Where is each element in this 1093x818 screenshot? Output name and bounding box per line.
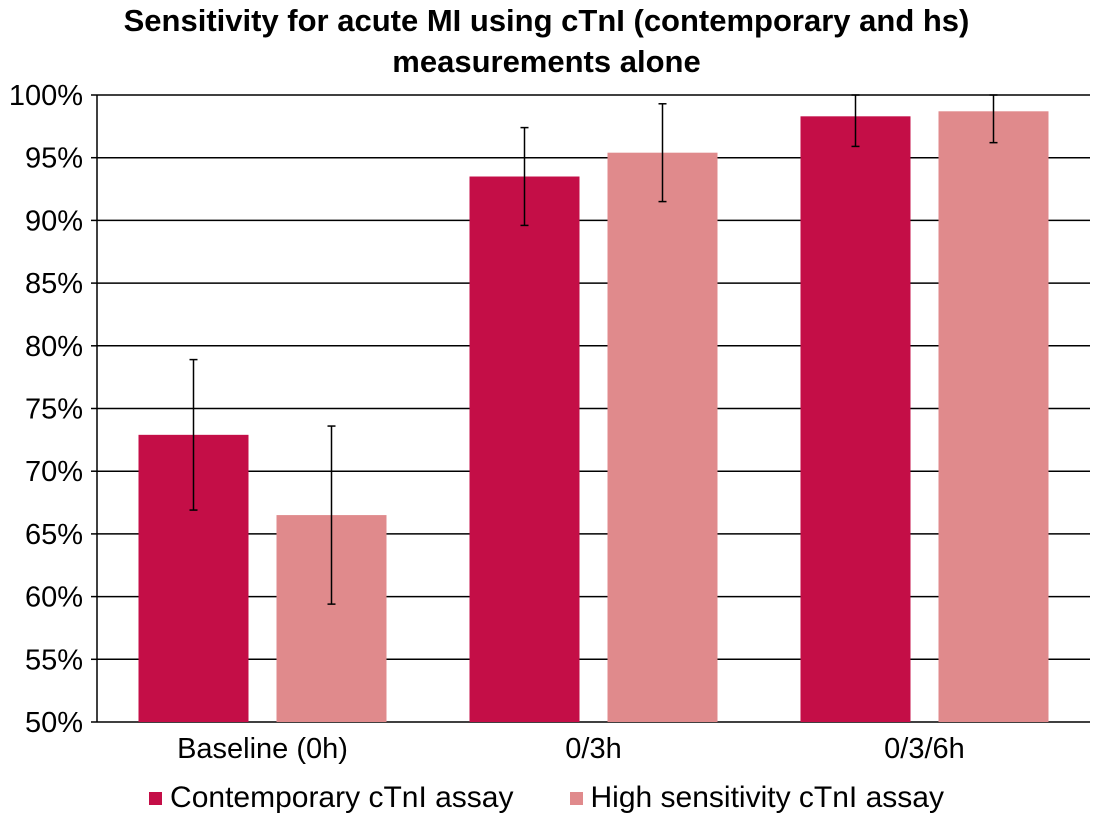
legend-item-contemporary: Contemporary cTnI assay — [149, 781, 514, 815]
chart-title-line-2: measurements alone — [392, 44, 701, 79]
legend-swatch-high-sensitivity — [569, 791, 583, 805]
chart-title-line-1: Sensitivity for acute MI using cTnI (con… — [123, 3, 970, 38]
legend-swatch-contemporary — [149, 791, 163, 805]
y-tick-label: 50% — [25, 707, 83, 739]
y-tick-label: 60% — [25, 582, 83, 614]
bar-high-sensitivity — [607, 152, 718, 722]
y-tick-label: 95% — [25, 143, 83, 175]
y-tick-label: 75% — [25, 394, 83, 426]
legend-item-high-sensitivity: High sensitivity cTnI assay — [569, 781, 944, 815]
chart-legend: Contemporary cTnI assay High sensitivity… — [0, 778, 1093, 818]
y-tick-label: 80% — [25, 331, 83, 363]
y-tick-label: 90% — [25, 205, 83, 237]
bar-contemporary — [469, 176, 580, 722]
y-tick-label: 85% — [25, 268, 83, 300]
x-tick-label: 0/3h — [565, 733, 621, 765]
legend-label-contemporary: Contemporary cTnI assay — [170, 781, 514, 814]
y-tick-label: 70% — [25, 456, 83, 488]
y-tick-label: 100% — [9, 80, 83, 112]
bar-contemporary — [800, 116, 911, 723]
bar-high-sensitivity — [938, 111, 1049, 722]
x-tick-label: Baseline (0h) — [177, 733, 348, 765]
chart-title: Sensitivity for acute MI using cTnI (con… — [0, 0, 1093, 82]
y-tick-label: 65% — [25, 519, 83, 551]
bar-chart: 50% 55% 60% 65% 70% 75% 80% 85% 90% 95% 100% Baseli… — [9, 80, 1090, 765]
x-tick-label: 0/3/6h — [884, 733, 965, 765]
y-tick-label: 55% — [25, 644, 83, 676]
legend-label-high-sensitivity: High sensitivity cTnI assay — [590, 781, 944, 814]
